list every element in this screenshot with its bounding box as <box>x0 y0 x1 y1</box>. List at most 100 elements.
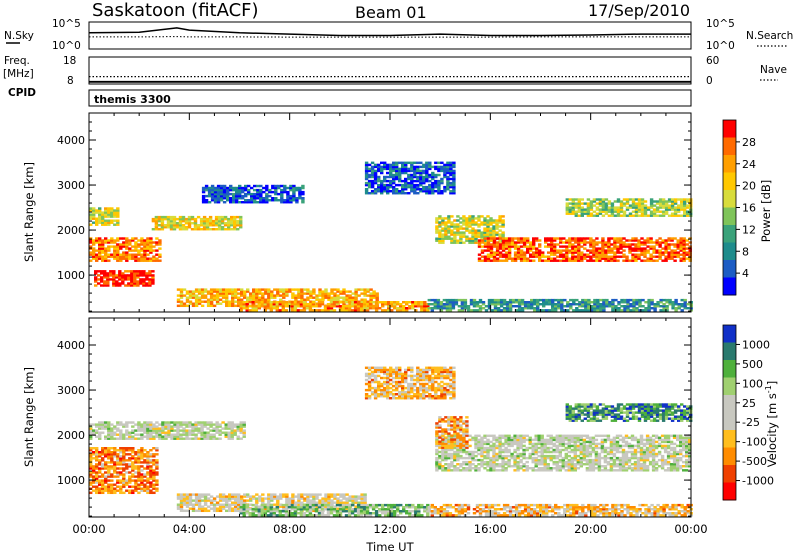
heatmap-cell <box>125 237 129 240</box>
heatmap-cell <box>559 259 563 262</box>
heatmap-cell <box>281 514 286 517</box>
heatmap-cell <box>245 303 249 306</box>
heatmap-cell <box>658 251 662 254</box>
heatmap-cell <box>490 303 495 306</box>
heatmap-cell <box>332 510 337 513</box>
heatmap-cell <box>516 245 521 248</box>
heatmap-cell <box>380 169 384 173</box>
heatmap-cell <box>638 305 642 308</box>
heatmap-cell <box>209 499 214 502</box>
heatmap-cell <box>113 249 117 252</box>
heatmap-cell <box>425 165 429 169</box>
heatmap-cell <box>209 495 214 498</box>
heatmap-cell <box>577 214 582 217</box>
heatmap-cell <box>625 200 630 203</box>
heatmap-cell <box>274 190 278 194</box>
heatmap-cell <box>324 290 328 293</box>
heatmap-cell <box>231 290 235 293</box>
heatmap-cell <box>116 253 120 256</box>
heatmap-cell <box>134 451 138 454</box>
heatmap-cell <box>520 309 525 312</box>
heatmap-cell <box>574 210 579 213</box>
heatmap-cell <box>210 190 215 194</box>
heatmap-cell <box>327 501 331 504</box>
heatmap-cell <box>299 510 304 513</box>
heatmap-cell <box>583 237 587 240</box>
heatmap-cell <box>377 179 381 183</box>
heatmap-cell <box>215 294 220 297</box>
heatmap-cell <box>477 215 481 218</box>
heatmap-cell <box>197 423 201 426</box>
heatmap-cell <box>122 473 126 476</box>
heatmap-cell <box>232 192 236 196</box>
heatmap-cell <box>451 298 456 302</box>
heatmap-cell <box>290 305 295 308</box>
heatmap-cell <box>225 298 229 301</box>
heatmap-cell <box>140 239 144 242</box>
heatmap-cell <box>574 214 579 217</box>
heatmap-cell <box>240 495 244 498</box>
heatmap-cell <box>554 309 558 312</box>
heatmap-cell <box>107 489 111 492</box>
heatmap-cell <box>605 301 609 304</box>
heatmap-cell <box>125 421 129 424</box>
heatmap-cell <box>286 201 290 204</box>
heatmap-cell <box>128 249 132 252</box>
heatmap-cell <box>152 477 156 480</box>
heatmap-cell <box>673 245 677 248</box>
heatmap-cell <box>197 507 202 510</box>
heatmap-cell <box>154 228 159 231</box>
heatmap-cell <box>250 186 254 190</box>
heatmap-cell <box>441 219 445 222</box>
heatmap-cell <box>483 223 487 226</box>
heatmap-cell <box>513 253 518 256</box>
heatmap-cell <box>469 303 474 306</box>
heatmap-cell <box>128 489 132 492</box>
heatmap-cell <box>607 214 612 217</box>
heatmap-cell <box>92 215 96 218</box>
heatmap-cell <box>172 222 177 225</box>
heatmap-cell <box>263 305 268 308</box>
heatmap-cell <box>110 455 114 458</box>
heatmap-cell <box>446 165 450 169</box>
heatmap-cell <box>101 457 105 460</box>
heatmap-cell <box>143 435 147 438</box>
heatmap-cell <box>203 294 208 297</box>
heatmap-cell <box>116 247 120 250</box>
heatmap-cell <box>560 309 564 312</box>
heatmap-cell <box>131 461 135 464</box>
heatmap-cell <box>116 259 120 262</box>
heatmap-cell <box>360 298 364 301</box>
heatmap-cell <box>191 427 195 430</box>
heatmap-cell <box>251 307 255 310</box>
heatmap-cell <box>533 301 537 304</box>
heatmap-cell <box>439 309 444 312</box>
heatmap-cell <box>134 241 138 244</box>
heatmap-cell <box>222 197 227 200</box>
heatmap-cell <box>489 237 494 240</box>
heatmap-cell <box>408 506 412 509</box>
heatmap-cell <box>130 284 134 287</box>
heatmap-cell <box>131 425 135 428</box>
heatmap-cell <box>492 233 496 236</box>
heatmap-cell <box>113 247 117 250</box>
heatmap-cell <box>222 201 227 204</box>
heatmap-cell <box>664 257 668 260</box>
heatmap-cell <box>210 188 215 192</box>
heatmap-cell <box>116 255 120 258</box>
heatmap-cell <box>101 473 105 476</box>
heatmap-cell <box>607 245 611 248</box>
heatmap-cell <box>330 296 334 299</box>
heatmap-cell <box>560 305 564 308</box>
heatmap-cell <box>386 179 390 183</box>
heatmap-cell <box>483 249 488 252</box>
heatmap-cell <box>92 221 96 224</box>
heatmap-cell <box>354 497 358 500</box>
heatmap-cell <box>122 481 126 484</box>
heatmap-cell <box>134 253 138 256</box>
heatmap-cell <box>610 212 615 215</box>
heatmap-cell <box>94 278 98 281</box>
heatmap-cell <box>119 463 123 466</box>
heatmap-cell <box>176 304 181 308</box>
heatmap-cell <box>119 433 123 436</box>
